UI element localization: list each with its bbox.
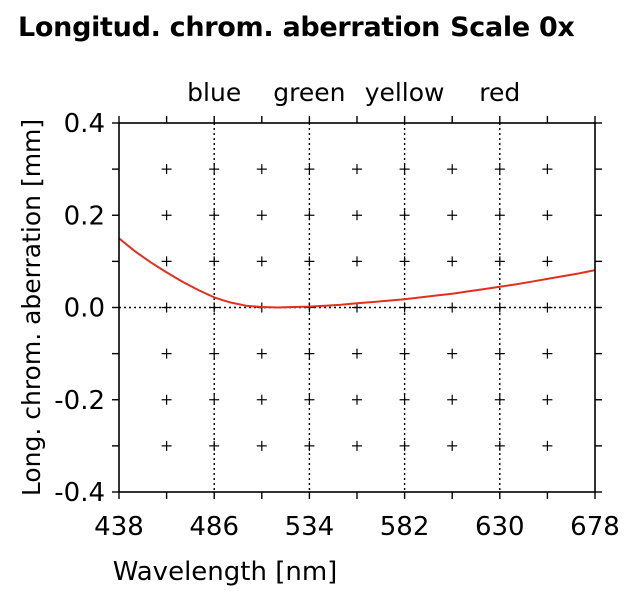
y-tick-label: -0.2 xyxy=(54,386,105,416)
grid-plus xyxy=(542,394,553,405)
grid-plus xyxy=(447,302,458,313)
grid-plus xyxy=(352,348,362,359)
grid-plus xyxy=(494,302,505,313)
grid-plus xyxy=(209,440,220,451)
grid-plus xyxy=(447,256,458,267)
chart-title: Longitud. chrom. aberration Scale 0x xyxy=(18,12,575,43)
grid-plus xyxy=(399,256,410,267)
grid-plus xyxy=(494,348,505,359)
band-label-blue: blue xyxy=(187,78,241,107)
y-tick-label: 0.4 xyxy=(64,109,105,139)
grid-plus xyxy=(352,210,362,221)
grid-plus xyxy=(304,440,315,451)
band-label-green: green xyxy=(273,78,345,107)
series-line-0 xyxy=(118,237,596,309)
grid-plus xyxy=(209,394,220,405)
grid-plus xyxy=(542,302,553,313)
grid-plus xyxy=(256,164,267,175)
grid-plus xyxy=(256,256,267,267)
scale-label: Scale 0x xyxy=(450,12,575,43)
grid-plus xyxy=(542,440,553,451)
grid-plus xyxy=(399,164,410,175)
grid-plus xyxy=(304,256,315,267)
grid-plus xyxy=(304,348,315,359)
grid-plus xyxy=(447,440,458,451)
x-tick-label: 438 xyxy=(94,512,144,542)
grid-plus xyxy=(161,440,172,451)
grid-plus xyxy=(399,348,410,359)
grid-plus xyxy=(494,394,505,405)
grid-plus xyxy=(399,210,410,221)
grid-plus xyxy=(494,164,505,175)
grid-plus xyxy=(352,256,362,267)
grid-plus xyxy=(447,210,458,221)
grid-plus xyxy=(209,302,220,313)
grid-plus xyxy=(447,348,458,359)
grid-plus xyxy=(542,210,553,221)
grid-plus xyxy=(399,440,410,451)
x-tick-label: 678 xyxy=(570,512,620,542)
grid-plus xyxy=(542,164,553,175)
grid-plus xyxy=(542,348,553,359)
grid-plus xyxy=(209,210,220,221)
y-axis-label: Long. chrom. aberration [mm] xyxy=(17,119,46,496)
grid-plus xyxy=(494,210,505,221)
grid-plus xyxy=(161,394,172,405)
grid-plus xyxy=(352,440,362,451)
x-tick-label: 486 xyxy=(189,512,239,542)
grid-plus xyxy=(256,394,267,405)
y-tick-label: 0.0 xyxy=(64,294,105,324)
grid-plus xyxy=(352,164,362,175)
grid-plus xyxy=(352,394,362,405)
grid-plus xyxy=(256,210,267,221)
grid-plus xyxy=(161,164,172,175)
grid-plus xyxy=(161,348,172,359)
grid-plus xyxy=(399,394,410,405)
grid-plus xyxy=(447,394,458,405)
grid-plus xyxy=(304,164,315,175)
grid-plus xyxy=(304,210,315,221)
chart-title-text: Longitud. chrom. aberration xyxy=(18,12,441,43)
grid-plus xyxy=(542,256,553,267)
grid-plus xyxy=(161,210,172,221)
x-tick-label: 582 xyxy=(380,512,430,542)
grid-plus xyxy=(161,302,172,313)
grid-plus xyxy=(447,164,458,175)
grid-plus xyxy=(209,348,220,359)
grid-plus xyxy=(256,348,267,359)
band-label-yellow: yellow xyxy=(365,78,445,107)
grid-plus xyxy=(209,164,220,175)
x-tick-label: 630 xyxy=(475,512,525,542)
grid-plus xyxy=(161,256,172,267)
grid-plus xyxy=(256,440,267,451)
x-tick-label: 534 xyxy=(285,512,335,542)
grid-plus xyxy=(494,440,505,451)
grid-plus xyxy=(399,302,410,313)
y-tick-label: 0.2 xyxy=(64,201,105,231)
band-label-red: red xyxy=(479,78,520,107)
y-tick-label: -0.4 xyxy=(54,478,105,508)
grid-plus xyxy=(494,256,505,267)
grid-plus xyxy=(209,256,220,267)
grid-plus xyxy=(304,394,315,405)
x-axis-label: Wavelength [nm] xyxy=(113,557,338,587)
